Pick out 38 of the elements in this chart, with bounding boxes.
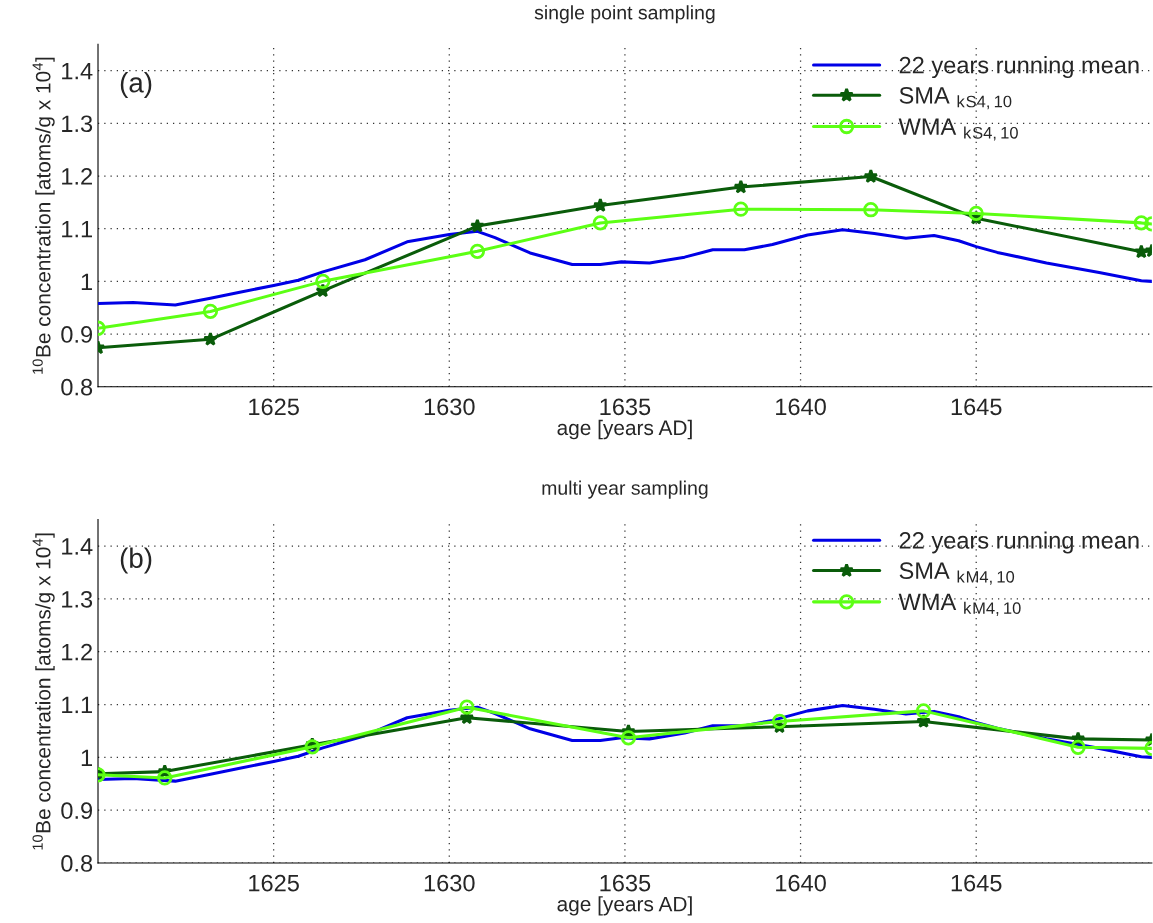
x-tick-label: 1640 [776,874,826,892]
y-tick-label: 1.2 [62,168,92,185]
y-tick-label: 0.8 [61,855,93,872]
x-tick-label: 1635 [600,874,651,892]
y-tick-label: 1.4 [62,538,93,555]
x-tick-label: 1645 [951,874,1002,892]
y-axis-title: $^{10}$Be concentration [atoms/g x 10$^{4}$] [32,533,55,850]
x-tick-label: 1635 [600,398,651,416]
legend-label: 22 years running mean [899,531,1139,554]
y-tick-label: 1.1 [62,696,92,714]
x-tick-label: 1630 [424,398,475,416]
x-tick-label: 1630 [424,874,475,892]
y-tick-label: 1.4 [62,62,93,80]
x-tick-label: 1625 [249,398,299,416]
y-tick-label: 1 [81,749,92,766]
legend-label: SMA $_{kM4,10}$ [899,562,1015,585]
legend-label: WMA $_{kM4,10}$ [898,593,1021,616]
y-tick-label: 1.3 [62,590,93,608]
y-tick-label: 0.9 [61,326,93,343]
y-tick-label: 0.8 [61,378,93,396]
y-tick-label: 0.9 [61,802,93,819]
x-tick-label: 1625 [249,874,299,892]
x-tick-label: 1640 [776,398,826,416]
y-tick-label: 1 [81,273,92,290]
x-tick-label: 1645 [951,398,1002,416]
legend-label: WMA $_{kS4,10}$ [898,118,1018,141]
annotation: (b) [120,547,152,574]
y-tick-label: 1.1 [62,221,92,238]
x-axis-title: age [years AD] [557,419,692,440]
legend-label: 22 years running mean [899,56,1139,79]
chart-title: single point sampling [534,5,715,24]
y-tick-label: 1.3 [62,115,93,133]
y-axis-title: $^{10}$Be concentration [atoms/g x 10$^{4}$] [32,57,55,374]
y-tick-label: 1.2 [62,643,92,661]
chart-title: multi year sampling [542,480,708,499]
legend-label: SMA $_{kS4,10}$ [899,86,1012,110]
x-axis-title: age [years AD] [557,896,692,916]
annotation: (a) [120,72,152,98]
